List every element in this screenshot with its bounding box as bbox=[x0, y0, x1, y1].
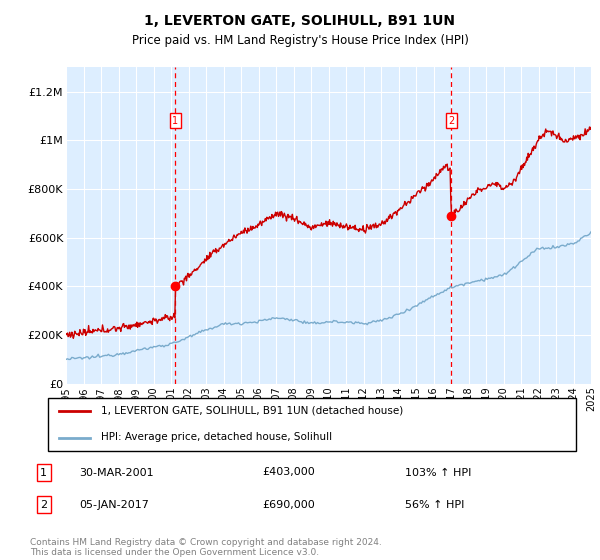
Text: 1, LEVERTON GATE, SOLIHULL, B91 1UN: 1, LEVERTON GATE, SOLIHULL, B91 1UN bbox=[145, 14, 455, 28]
Text: 56% ↑ HPI: 56% ↑ HPI bbox=[406, 500, 465, 510]
Text: £403,000: £403,000 bbox=[262, 468, 314, 478]
Text: HPI: Average price, detached house, Solihull: HPI: Average price, detached house, Soli… bbox=[101, 432, 332, 442]
Text: 05-JAN-2017: 05-JAN-2017 bbox=[80, 500, 149, 510]
Text: 2: 2 bbox=[40, 500, 47, 510]
Text: 2: 2 bbox=[448, 116, 454, 126]
Text: 1: 1 bbox=[40, 468, 47, 478]
Text: 1, LEVERTON GATE, SOLIHULL, B91 1UN (detached house): 1, LEVERTON GATE, SOLIHULL, B91 1UN (det… bbox=[101, 406, 403, 416]
Text: £690,000: £690,000 bbox=[262, 500, 314, 510]
Text: 30-MAR-2001: 30-MAR-2001 bbox=[80, 468, 154, 478]
Text: 103% ↑ HPI: 103% ↑ HPI bbox=[406, 468, 472, 478]
Text: Price paid vs. HM Land Registry's House Price Index (HPI): Price paid vs. HM Land Registry's House … bbox=[131, 34, 469, 46]
Text: Contains HM Land Registry data © Crown copyright and database right 2024.
This d: Contains HM Land Registry data © Crown c… bbox=[30, 538, 382, 557]
Text: 1: 1 bbox=[172, 116, 178, 126]
